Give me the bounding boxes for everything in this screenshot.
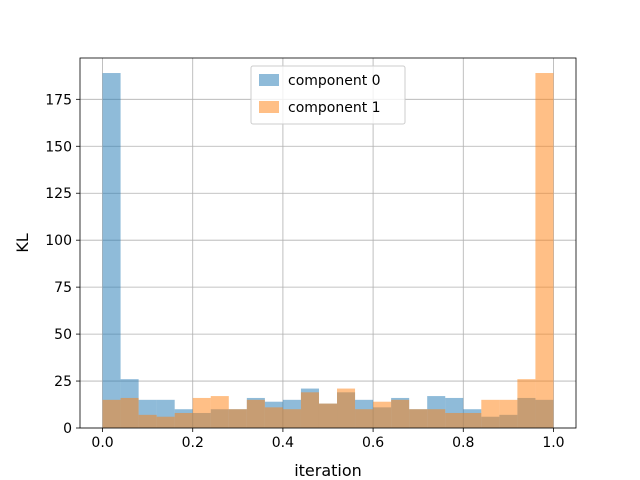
y-tick-label: 50	[54, 327, 72, 343]
bar-component-1	[499, 399, 518, 428]
x-tick-label: 0.8	[452, 435, 474, 451]
plot-frame	[79, 57, 577, 429]
y-tick-label: 175	[45, 92, 72, 108]
bar-component-1	[120, 397, 139, 428]
bar-component-1	[391, 399, 410, 428]
legend-swatch-component-0	[259, 74, 279, 86]
bar-component-1	[517, 379, 536, 428]
y-tick-label: 150	[45, 139, 72, 155]
bar-component-1	[300, 392, 319, 428]
y-tick-label: 125	[45, 186, 72, 202]
bar-component-1	[409, 409, 428, 428]
legend-swatch-component-1	[259, 101, 279, 113]
legend-box	[250, 65, 406, 125]
bar-component-1	[102, 399, 121, 428]
y-tick-label: 0	[63, 421, 72, 437]
bar-component-1	[138, 414, 157, 428]
legend-label-component-0: component 0	[288, 73, 381, 89]
bar-component-1	[337, 388, 356, 428]
x-tick-label: 0.4	[272, 435, 294, 451]
ticks-layer: 0.0 0.2 0.4 0.6 0.8 1.0 0 25 50 75 100 125 150 175	[45, 92, 564, 451]
bar-component-0	[102, 73, 121, 428]
x-axis-title: iteration	[294, 461, 362, 480]
bar-component-1	[463, 412, 482, 428]
bar-component-1	[427, 409, 446, 428]
bar-component-1	[210, 396, 229, 428]
bar-component-1	[246, 399, 265, 428]
x-tick-label: 0.2	[182, 435, 204, 451]
bar-component-1	[174, 412, 193, 428]
bar-component-1	[192, 397, 211, 428]
y-axis-title: KL	[13, 233, 32, 252]
bar-component-1	[445, 412, 464, 428]
y-tick-label: 25	[54, 374, 72, 390]
bars-layer	[102, 73, 554, 428]
bar-component-1	[373, 401, 392, 428]
legend: component 0 component 1	[250, 65, 406, 125]
y-tick-label: 75	[54, 280, 72, 296]
bar-component-1	[481, 399, 500, 428]
bar-component-1	[156, 416, 175, 428]
x-tick-label: 0.6	[362, 435, 384, 451]
x-tick-label: 1.0	[542, 435, 564, 451]
y-tick-label: 100	[45, 233, 72, 249]
legend-label-component-1: component 1	[288, 100, 381, 116]
bar-component-1	[355, 409, 374, 428]
bar-component-1	[535, 73, 554, 428]
bar-component-1	[228, 409, 247, 428]
bar-component-1	[282, 409, 301, 428]
bar-component-1	[264, 407, 283, 428]
x-tick-label: 0.0	[91, 435, 113, 451]
bar-component-1	[318, 403, 338, 428]
